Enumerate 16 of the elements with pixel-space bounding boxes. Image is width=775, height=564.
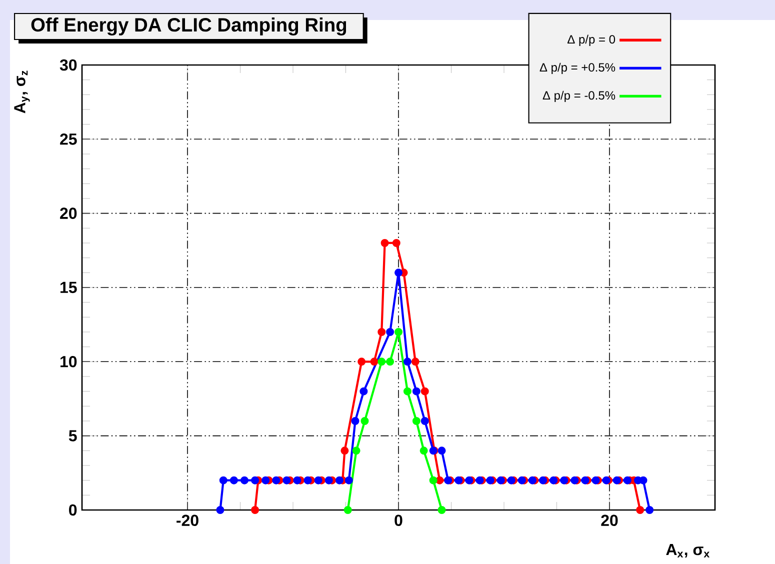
legend-label: Δ p/p = +0.5% xyxy=(540,62,616,74)
y-tick-label: 5 xyxy=(68,430,77,442)
x-axis-title: A$_{x}$, σ$_{x}$ xyxy=(666,544,710,558)
y-tick-label: 0 xyxy=(69,504,77,516)
chart-title: Off Energy DA CLIC Damping Ring xyxy=(31,18,346,36)
y-axis-title: A$_{y}$, σ$_{z}$ xyxy=(14,70,30,114)
y-tick-label: 10 xyxy=(60,356,77,368)
legend-label: Δ p/p = 0 xyxy=(568,34,616,46)
y-tick-label: 30 xyxy=(60,59,77,71)
y-tick-label: 25 xyxy=(60,134,77,145)
y-tick-label: 20 xyxy=(60,208,77,219)
x-tick-label: 0 xyxy=(394,514,402,526)
x-tick-label: -20 xyxy=(176,514,198,526)
y-tick-label: 15 xyxy=(60,282,77,294)
legend-label: Δ p/p = -0.5% xyxy=(542,90,616,102)
x-tick-label: 20 xyxy=(601,514,618,526)
